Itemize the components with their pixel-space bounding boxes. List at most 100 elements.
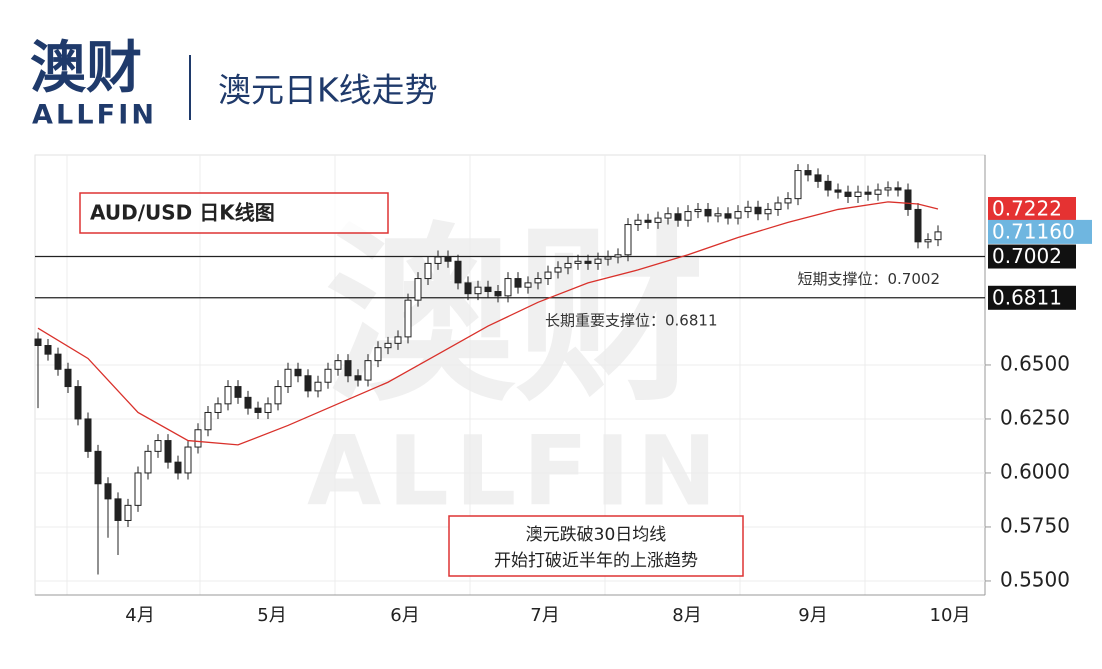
candle-body bbox=[734, 211, 742, 219]
page-title: 澳元日K线走势 bbox=[218, 71, 438, 110]
candle-body bbox=[374, 347, 382, 362]
candle-body bbox=[154, 440, 162, 452]
candle-body bbox=[654, 217, 662, 223]
candle-body bbox=[104, 483, 112, 500]
annotation-box bbox=[448, 515, 744, 577]
candle-body bbox=[754, 206, 762, 215]
candle-body bbox=[864, 191, 872, 195]
candle-body bbox=[444, 256, 452, 262]
candle-body bbox=[694, 208, 702, 213]
candle-body bbox=[794, 170, 802, 200]
candle-body bbox=[674, 213, 682, 221]
candle-body bbox=[354, 375, 362, 381]
candle-body bbox=[634, 219, 642, 226]
annotation: 开始打破近半年的上涨趋势 bbox=[494, 551, 698, 571]
candle-body bbox=[94, 450, 102, 485]
candle-body bbox=[134, 472, 142, 506]
candle-body bbox=[64, 368, 72, 388]
candle-body bbox=[874, 189, 882, 195]
price-tag-label: 0.7222 bbox=[992, 197, 1062, 221]
candle-body bbox=[244, 396, 252, 409]
x-tick-label: 10月 bbox=[930, 605, 971, 626]
candle-body bbox=[604, 256, 612, 260]
candle-body bbox=[84, 418, 92, 452]
candle-body bbox=[774, 202, 782, 210]
candle-body bbox=[284, 368, 292, 388]
candle-body bbox=[114, 498, 122, 521]
candle-body bbox=[704, 208, 712, 217]
candle-body bbox=[854, 191, 862, 197]
logo: 澳财 bbox=[30, 36, 142, 101]
candle-body bbox=[614, 254, 622, 258]
price-tag-label: 0.7002 bbox=[992, 244, 1062, 268]
candle-body bbox=[594, 258, 602, 264]
candle-body bbox=[744, 206, 752, 213]
candle-body bbox=[344, 360, 352, 377]
candle-body bbox=[384, 342, 392, 349]
support-label: 短期支撑位：0.7002 bbox=[798, 270, 941, 288]
candle-body bbox=[564, 262, 572, 269]
candle-body bbox=[44, 345, 52, 355]
candle-body bbox=[914, 208, 922, 243]
candle-body bbox=[164, 440, 172, 463]
candle-body bbox=[524, 282, 532, 288]
candle-body bbox=[684, 211, 692, 221]
candle-body bbox=[404, 299, 412, 338]
annotation: 澳元跌破30日均线 bbox=[526, 525, 667, 545]
x-tick-label: 5月 bbox=[257, 605, 286, 626]
candle-body bbox=[414, 278, 422, 301]
candle-body bbox=[554, 267, 562, 273]
candle-body bbox=[334, 360, 342, 370]
candle-body bbox=[784, 198, 792, 204]
candle-body bbox=[454, 260, 462, 284]
price-tag bbox=[988, 285, 1076, 310]
candle-body bbox=[274, 386, 282, 405]
candle-body bbox=[574, 260, 582, 264]
candle-body bbox=[224, 386, 232, 405]
x-tick-label: 7月 bbox=[530, 605, 559, 626]
x-tick-label: 6月 bbox=[390, 605, 419, 626]
y-tick-label: 0.5500 bbox=[1000, 567, 1070, 591]
logo-sub: ALLFIN bbox=[32, 100, 154, 131]
candle-body bbox=[884, 187, 892, 191]
candle-body bbox=[174, 461, 182, 474]
candle-body bbox=[254, 407, 262, 413]
candle-body bbox=[434, 256, 442, 264]
candle-body bbox=[184, 446, 192, 474]
price-tag bbox=[988, 219, 1092, 244]
candle-body bbox=[724, 213, 732, 219]
candle-body bbox=[194, 429, 202, 448]
candle-body bbox=[834, 189, 842, 193]
candle-body bbox=[894, 187, 902, 191]
candle-body bbox=[74, 386, 82, 420]
x-tick-label: 8月 bbox=[672, 605, 701, 626]
candle-body bbox=[234, 386, 242, 398]
candle-body bbox=[824, 180, 832, 191]
candle-body bbox=[664, 213, 672, 219]
candle-body bbox=[424, 262, 432, 280]
y-tick-label: 0.6000 bbox=[1000, 459, 1070, 483]
candle-body bbox=[494, 291, 502, 297]
candle-body bbox=[34, 338, 42, 347]
candle-body bbox=[504, 278, 512, 297]
price-tag bbox=[988, 197, 1076, 222]
support-label: 长期重要支撑位：0.6811 bbox=[545, 311, 718, 329]
candle-body bbox=[714, 213, 722, 217]
candle-body bbox=[264, 403, 272, 413]
candle-body bbox=[584, 260, 592, 264]
y-tick-label: 0.6250 bbox=[1000, 405, 1070, 429]
candle-body bbox=[144, 450, 152, 474]
candle-body bbox=[514, 278, 522, 288]
candle-body bbox=[294, 368, 302, 377]
watermark-sub: ALLFIN bbox=[307, 415, 717, 527]
candle-body bbox=[204, 411, 212, 431]
watermark: 澳财 bbox=[325, 206, 705, 427]
candle-body bbox=[364, 360, 372, 381]
chart-title: AUD/USD 日K线图 bbox=[90, 201, 275, 225]
candle-body bbox=[764, 208, 772, 215]
x-tick-label: 4月 bbox=[125, 605, 154, 626]
y-tick-label: 0.5750 bbox=[1000, 513, 1070, 537]
y-tick-label: 0.6500 bbox=[1000, 351, 1070, 375]
candle-body bbox=[804, 170, 812, 176]
